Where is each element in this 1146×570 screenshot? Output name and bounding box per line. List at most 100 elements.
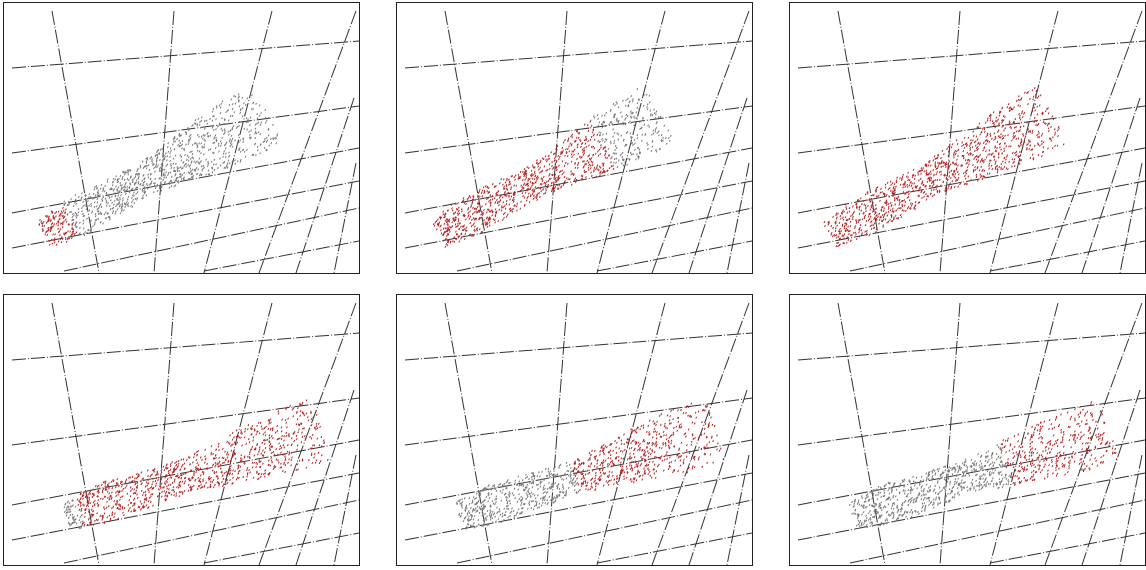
point [945,188,946,190]
points [433,88,671,248]
point [226,454,227,456]
point [43,221,44,223]
points [456,403,724,530]
point [633,144,634,146]
point [565,155,566,157]
point [180,155,181,157]
point [952,143,953,145]
point [583,469,584,471]
point [977,149,978,151]
point [246,443,247,445]
point [241,429,242,431]
point [923,192,924,194]
point [509,208,510,210]
point [848,230,849,232]
point [58,211,59,213]
point [581,146,582,148]
point [220,140,221,142]
point [143,184,144,186]
point [668,130,669,132]
point [224,462,225,464]
point [73,222,74,224]
point [238,94,239,96]
point [159,168,160,170]
point [237,442,238,444]
point [885,187,886,189]
point [643,105,644,107]
point [561,476,562,478]
point [468,212,469,214]
point [263,434,264,436]
point [1059,128,1060,130]
point [185,477,186,479]
point [487,190,488,192]
point [685,433,686,435]
point [532,165,533,167]
point [54,242,55,244]
point [206,120,207,122]
point [235,160,236,162]
point [914,183,915,185]
point [298,469,299,471]
point [190,151,191,153]
point [955,173,956,175]
point [978,160,979,162]
point [443,228,444,230]
point [130,487,131,489]
point [136,193,137,195]
point [261,426,262,428]
point [547,488,548,490]
point [71,211,72,213]
point [178,487,179,489]
point [516,205,517,207]
point [1022,111,1023,113]
point [54,238,55,240]
point [192,144,193,146]
point [171,163,172,165]
point [142,478,143,480]
point [192,153,193,155]
point [142,180,143,182]
point [1021,112,1022,114]
point [992,168,993,170]
point [188,484,189,486]
point [72,514,73,516]
point [252,466,253,468]
point [175,155,176,157]
point [654,451,655,453]
grid-line [12,41,359,68]
point [848,219,849,221]
point [656,438,657,440]
point [458,220,459,222]
point [321,454,322,456]
point [1019,123,1020,125]
point [201,120,202,122]
point [161,163,162,165]
point [469,512,470,514]
point [88,494,89,496]
point [173,489,174,491]
point [566,149,567,151]
point [94,206,95,208]
point [603,461,604,463]
point [653,461,654,463]
point [532,479,533,481]
point [482,196,483,198]
point [833,227,834,229]
point [240,151,241,153]
point [831,225,832,227]
point [165,477,166,479]
point [1034,145,1035,147]
point [247,428,248,430]
point [148,164,149,166]
point [241,459,242,461]
point [897,217,898,219]
point [525,477,526,479]
point [438,219,439,221]
point [231,144,232,146]
point [848,226,849,228]
point [504,186,505,188]
point [188,164,189,166]
point [540,167,541,169]
point [62,223,63,225]
